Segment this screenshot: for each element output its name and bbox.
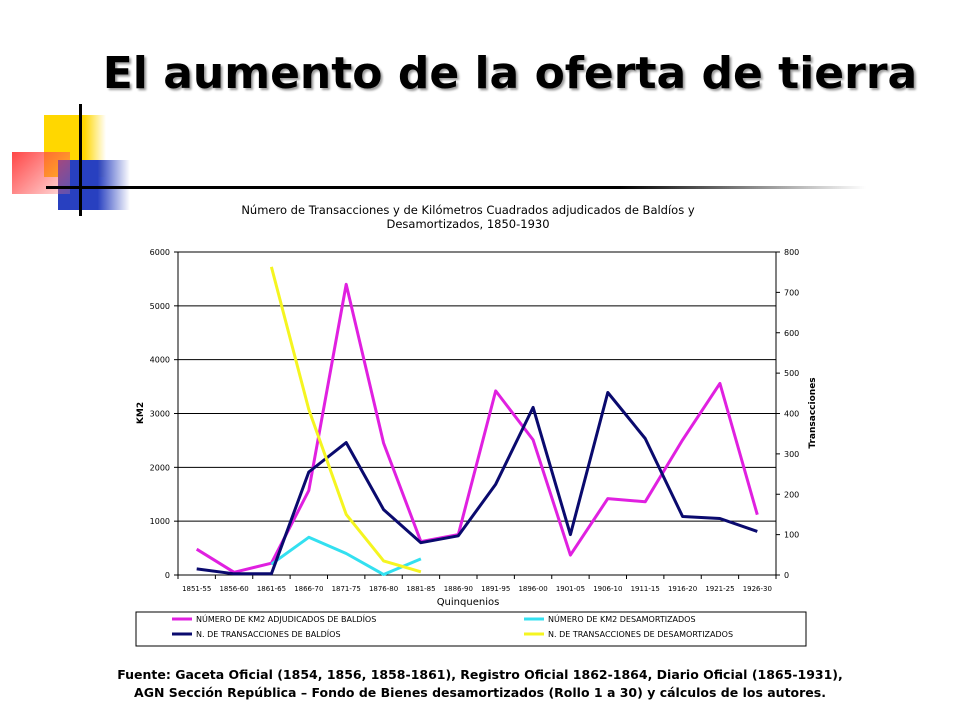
legend-label-3: N. DE TRANSACCIONES DE BALDÍOS — [196, 628, 341, 639]
series-line-1 — [195, 282, 759, 574]
legend-label-4: N. DE TRANSACCIONES DE DESAMORTIZADOS — [548, 630, 733, 639]
x-tick-label: 1876-80 — [369, 585, 398, 593]
chart-title-line2: Desamortizados, 1850-1930 — [386, 217, 549, 231]
y-right-tick-label: 800 — [784, 248, 799, 257]
source-line-1: Fuente: Gaceta Oficial (1854, 1856, 1858… — [117, 667, 843, 682]
x-tick-label: 1916-20 — [668, 585, 697, 593]
y-left-tick-label: 6000 — [150, 248, 170, 257]
x-axis-title: Quinquenios — [437, 597, 500, 608]
x-tick-label: 1861-65 — [257, 585, 286, 593]
y-right-tick-label: 500 — [784, 369, 799, 378]
x-tick-label: 1926-30 — [743, 585, 772, 593]
source-note: Fuente: Gaceta Oficial (1854, 1856, 1858… — [100, 666, 860, 702]
chart-title-line1: Número de Transacciones y de Kilómetros … — [241, 203, 695, 217]
y-right-tick-label: 400 — [784, 410, 799, 419]
x-tick-label: 1881-85 — [406, 585, 435, 593]
deco-vertical-line — [79, 104, 82, 216]
deco-blue-square — [58, 160, 130, 210]
x-tick-label: 1906-10 — [593, 585, 622, 593]
series-line-4 — [269, 266, 422, 574]
legend-box — [135, 611, 807, 647]
y-right-tick-label: 600 — [784, 329, 799, 338]
y-right-tick-label: 300 — [784, 450, 799, 459]
legend-label-2: NÚMERO DE KM2 DESAMORTIZADOS — [548, 613, 696, 624]
x-tick-label: 1851-55 — [182, 585, 211, 593]
y-right-tick-label: 100 — [784, 531, 799, 540]
x-tick-label: 1911-15 — [631, 585, 660, 593]
x-tick-label: 1856-60 — [219, 585, 248, 593]
y-left-tick-label: 1000 — [150, 517, 170, 526]
series-line-3 — [196, 391, 758, 576]
x-tick-label: 1871-75 — [332, 585, 361, 593]
y-left-axis-title: KM2 — [136, 402, 146, 424]
y-right-tick-label: 700 — [784, 288, 799, 297]
y-left-tick-label: 2000 — [150, 463, 170, 472]
y-left-tick-label: 3000 — [150, 410, 170, 419]
y-left-tick-label: 4000 — [150, 356, 170, 365]
slide-title: El aumento de la oferta de tierra — [102, 48, 918, 99]
x-tick-label: 1886-90 — [444, 585, 473, 593]
legend-label-1: NÚMERO DE KM2 ADJUDICADOS DE BALDÍOS — [196, 613, 376, 624]
x-tick-label: 1901-05 — [556, 585, 585, 593]
series-line-2 — [270, 535, 422, 576]
y-left-tick-label: 5000 — [150, 302, 170, 311]
deco-horizontal-line — [46, 186, 866, 189]
x-tick-label: 1891-95 — [481, 585, 510, 593]
x-tick-label: 1866-70 — [294, 585, 323, 593]
y-right-tick-label: 200 — [784, 490, 799, 499]
x-tick-label: 1896-00 — [518, 585, 547, 593]
source-line-2: AGN Sección República – Fondo de Bienes … — [134, 685, 826, 700]
y-right-axis-title: Transacciones — [808, 377, 818, 448]
y-left-tick-label: 0 — [165, 571, 170, 580]
x-tick-label: 1921-25 — [705, 585, 734, 593]
y-right-tick-label: 0 — [784, 571, 789, 580]
